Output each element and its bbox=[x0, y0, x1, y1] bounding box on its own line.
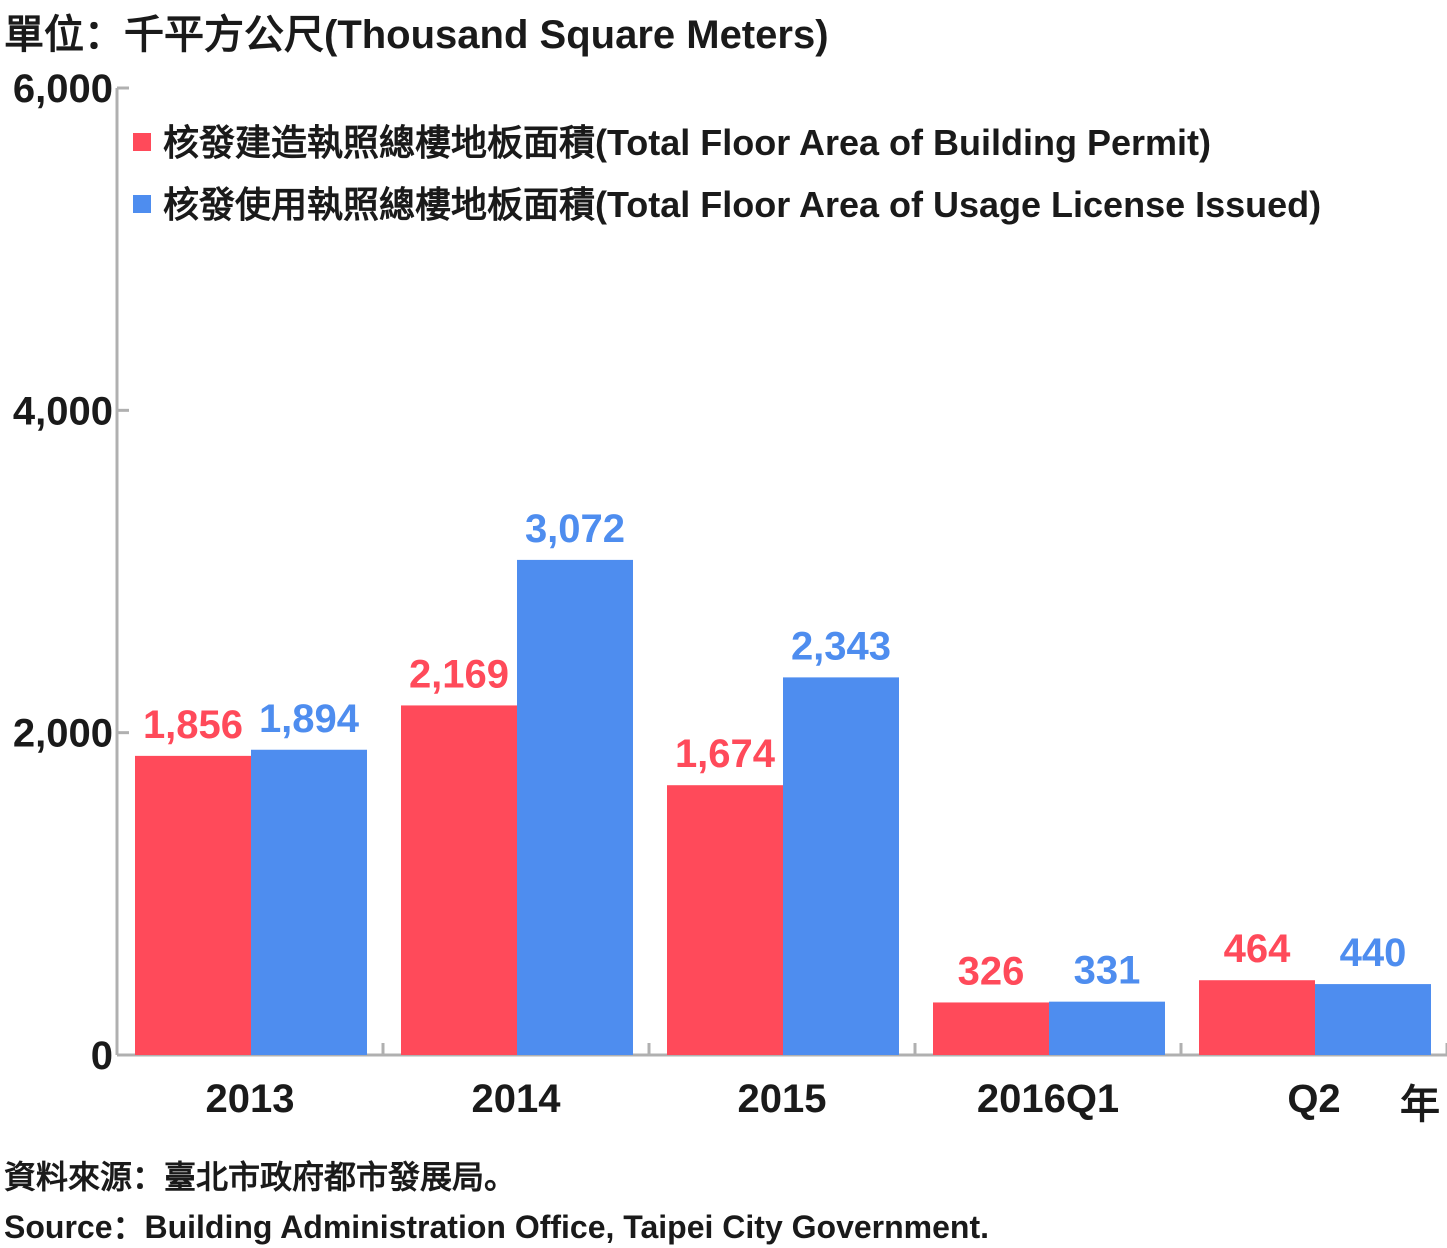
source-english: Source：Building Administration Office, T… bbox=[4, 1209, 990, 1245]
legend-label-usage: 核發使用執照總樓地板面積(Total Floor Area of Usage L… bbox=[163, 184, 1322, 225]
bar-permit bbox=[933, 1002, 1049, 1055]
unit-label: 單位：千平方公尺(Thousand Square Meters) bbox=[4, 13, 829, 57]
data-label-usage: 331 bbox=[1074, 949, 1141, 993]
legend-item-usage: 核發使用執照總樓地板面積(Total Floor Area of Usage L… bbox=[133, 176, 1321, 228]
bar-usage bbox=[1315, 984, 1431, 1055]
x-tick-label: 2015 bbox=[738, 1077, 827, 1121]
bar-permit bbox=[135, 755, 251, 1055]
legend-swatch-permit bbox=[133, 133, 151, 151]
legend-item-permit: 核發建造執照總樓地板面積(Total Floor Area of Buildin… bbox=[133, 114, 1211, 166]
bar-usage bbox=[1049, 1001, 1165, 1055]
x-tick-label: 2014 bbox=[472, 1077, 562, 1121]
x-axis-unit-label: 年 bbox=[1400, 1083, 1440, 1127]
y-tick-label: 6,000 bbox=[13, 67, 113, 111]
legend-swatch-usage bbox=[133, 195, 151, 213]
bar-permit bbox=[1199, 980, 1315, 1055]
data-label-usage: 3,072 bbox=[525, 507, 625, 551]
data-label-usage: 2,343 bbox=[791, 624, 891, 668]
bar-permit bbox=[401, 705, 517, 1055]
legend-label-permit: 核發建造執照總樓地板面積(Total Floor Area of Buildin… bbox=[163, 122, 1211, 163]
source-chinese: 資料來源：臺北市政府都市發展局。 bbox=[4, 1159, 517, 1195]
y-tick-label: 0 bbox=[91, 1034, 113, 1078]
x-tick-label: 2013 bbox=[206, 1077, 295, 1121]
bar-permit bbox=[667, 785, 783, 1055]
x-tick-label: 2016Q1 bbox=[977, 1077, 1119, 1121]
data-label-usage: 1,894 bbox=[259, 697, 360, 741]
bar-usage bbox=[251, 749, 367, 1055]
data-label-permit: 464 bbox=[1224, 927, 1291, 971]
y-tick-label: 4,000 bbox=[13, 389, 113, 433]
data-label-permit: 1,674 bbox=[675, 732, 776, 776]
bar-usage bbox=[517, 559, 633, 1055]
bar-usage bbox=[783, 677, 899, 1055]
data-label-permit: 326 bbox=[958, 949, 1025, 993]
data-label-permit: 2,169 bbox=[409, 652, 509, 696]
data-label-permit: 1,856 bbox=[143, 703, 243, 747]
x-tick-label: Q2 bbox=[1287, 1077, 1340, 1121]
y-tick-label: 2,000 bbox=[13, 712, 113, 756]
data-label-usage: 440 bbox=[1340, 931, 1407, 975]
